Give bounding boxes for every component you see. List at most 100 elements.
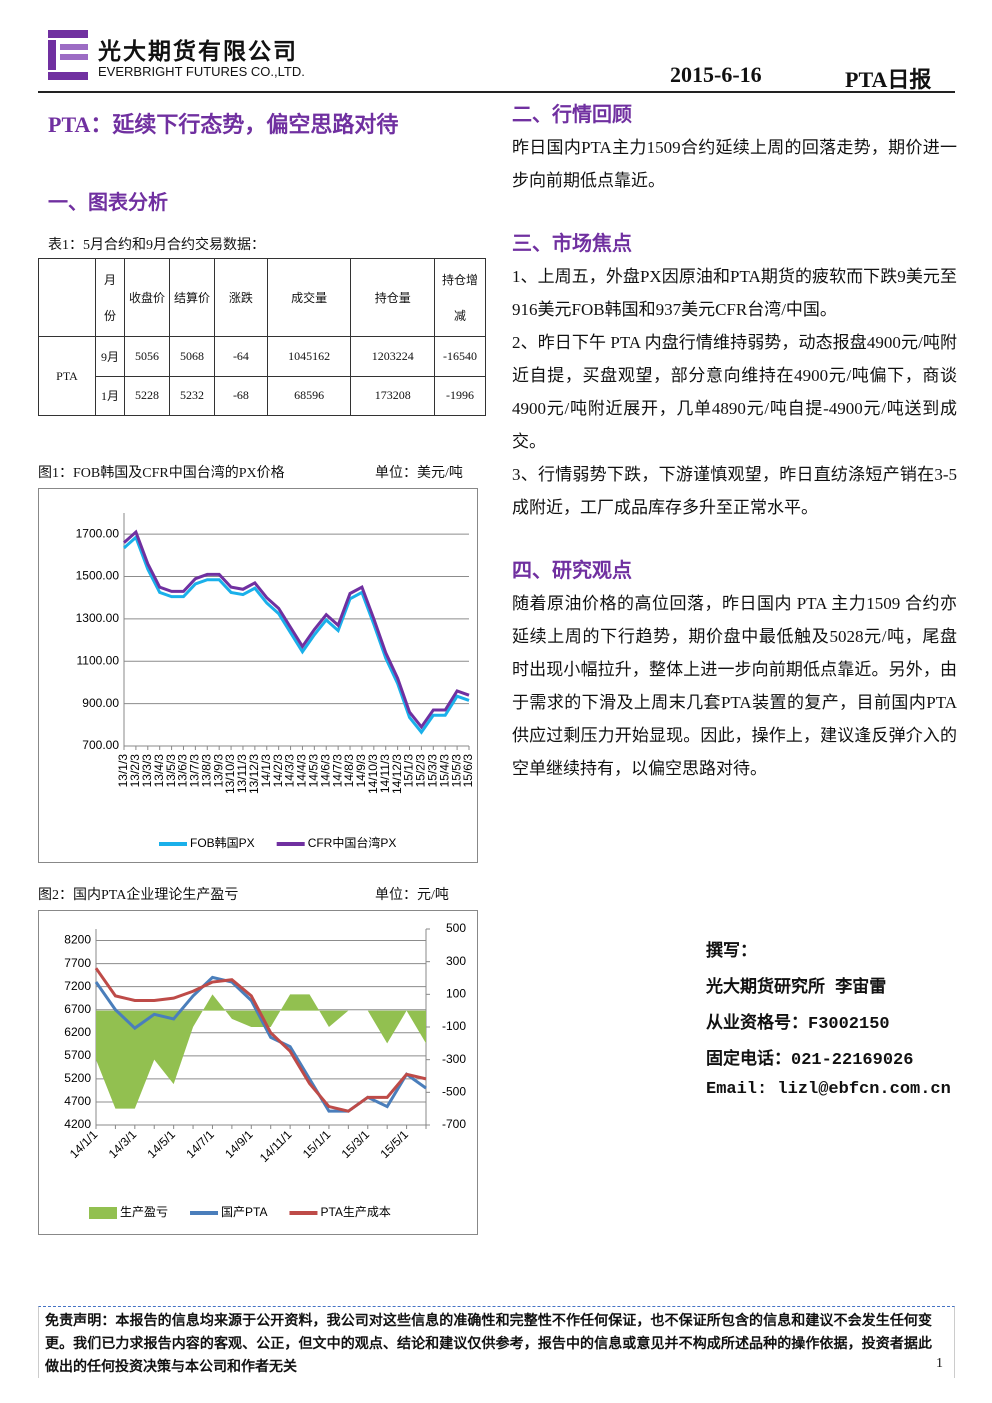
author-label: 撰写： xyxy=(706,943,757,962)
y-tick-label: 6700 xyxy=(64,1002,91,1016)
x-tick-label: 13/2/3 xyxy=(128,754,142,788)
y2-tick-label: -100 xyxy=(442,1019,466,1033)
x-tick-label: 14/10/3 xyxy=(366,754,380,794)
y-tick-label: 700.00 xyxy=(82,738,119,752)
table-cell: 1203224 xyxy=(350,336,435,377)
table-cell: 5232 xyxy=(169,375,215,416)
report-date: 2015-6-16 xyxy=(670,62,762,87)
chart-title: 图2：国内PTA企业理论生产盈亏 xyxy=(38,888,239,903)
data-table: 月份 收盘价 结算价 涨跌 成交量 持仓量 持仓增减 PTA 9月 5056 5… xyxy=(38,258,486,416)
y-tick-label: 5200 xyxy=(64,1071,91,1085)
author-email: Email: lizl@ebfcn.com.cn xyxy=(706,1080,951,1099)
section-title: 四、研究观点 xyxy=(512,560,632,582)
line xyxy=(94,975,427,1113)
chart: 4200 4700 5200 5700 6200 6700 7200 7700 8200 -700… xyxy=(38,910,478,1235)
x-tick-label: 14/1/1 xyxy=(67,1127,101,1161)
legend-label: 国产PTA xyxy=(221,1205,267,1219)
x-tick-label: 15/6/3 xyxy=(461,754,475,788)
x-tick-label: 15/4/3 xyxy=(437,754,451,788)
x-tick-label: 15/1/3 xyxy=(402,754,416,788)
x-tick-label: 14/1/3 xyxy=(259,754,273,788)
y-tick-label: 7200 xyxy=(64,979,91,993)
x-tick-label: 13/6/3 xyxy=(176,754,190,788)
table-caption: 表1：5月合约和9月合约交易数据： xyxy=(48,238,265,253)
x-tick-label: 14/5/1 xyxy=(145,1127,179,1161)
x-tick-label: 15/5/3 xyxy=(449,754,463,788)
author-phone: 固定电话：021-22169026 xyxy=(706,1051,914,1070)
chart-title: 图1：FOB韩国及CFR中国台湾的PX价格 xyxy=(38,466,285,481)
y2-tick-label: -700 xyxy=(442,1117,466,1131)
x-tick-label: 14/2/3 xyxy=(271,754,285,788)
table-cell: 1月 xyxy=(95,375,125,416)
table-cell: 68596 xyxy=(266,375,352,416)
author-block: 撰写： 光大期货研究所 李宙雷 从业资格号：F3002150 固定电话：021-… xyxy=(706,936,951,1116)
legend-label: PTA生产成本 xyxy=(320,1205,390,1219)
x-tick-label: 14/8/3 xyxy=(342,754,356,788)
disclaimer: 免责声明：本报告的信息均来源于公开资料，我公司对这些信息的准确性和完整性不作任何… xyxy=(38,1306,955,1378)
x-tick-label: 14/6/3 xyxy=(318,754,332,788)
y-tick-label: 6200 xyxy=(64,1025,91,1039)
x-tick-label: 13/8/3 xyxy=(199,754,213,788)
table-product: PTA xyxy=(38,336,96,416)
table-cell: -16540 xyxy=(434,336,486,377)
x-tick-label: 14/4/3 xyxy=(295,754,309,788)
x-tick-label: 14/11/3 xyxy=(378,754,392,793)
table-cell: 1045162 xyxy=(266,336,352,377)
x-tick-label: 13/1/3 xyxy=(116,754,130,788)
author-license: 从业资格号：F3002150 xyxy=(706,1015,890,1034)
x-tick-label: 15/3/1 xyxy=(339,1127,373,1161)
x-tick-label: 15/5/1 xyxy=(377,1127,411,1161)
y2-tick-label: 500 xyxy=(446,921,466,935)
page-number: 1 xyxy=(936,1356,943,1371)
table-cell: 5068 xyxy=(169,336,215,377)
company-cn: 光大期货有限公司 xyxy=(98,39,298,64)
x-tick-label: 14/9/1 xyxy=(222,1127,256,1161)
table-cell: -1996 xyxy=(434,375,486,416)
x-tick-label: 13/10/3 xyxy=(223,754,237,794)
legend-label: FOB韩国PX xyxy=(190,835,255,850)
y2-tick-label: -300 xyxy=(442,1052,466,1066)
x-tick-label: 14/5/3 xyxy=(307,754,321,788)
table-header: 收盘价 xyxy=(124,258,170,337)
paragraph: 2、昨日下午 PTA 内盘行情维持弱势，动态报盘4900元/吨附近自提，买盘观望… xyxy=(512,333,957,451)
x-tick-label: 14/11/1 xyxy=(257,1127,295,1165)
x-tick-label: 14/7/3 xyxy=(330,754,344,788)
table-header: 持仓增减 xyxy=(434,258,486,337)
y-tick-label: 1300.00 xyxy=(76,611,120,625)
company-en: EVERBRIGHT FUTURES CO.,LTD. xyxy=(98,64,305,79)
y2-tick-label: -500 xyxy=(442,1085,466,1099)
line xyxy=(123,534,470,735)
y-tick-label: 1100.00 xyxy=(77,653,120,667)
legend-label: 生产盈亏 xyxy=(120,1205,168,1219)
x-tick-label: 13/4/3 xyxy=(152,754,166,788)
table-header: 涨跌 xyxy=(214,258,268,337)
x-tick-label: 13/3/3 xyxy=(140,754,154,788)
y-tick-label: 4200 xyxy=(64,1117,91,1131)
right-column: 二、行情回顾 昨日国内PTA主力1509合约延续上周的回落走势，期价进一步向前期低… xyxy=(512,98,957,785)
x-tick-label: 13/9/3 xyxy=(211,754,225,788)
y-tick-label: 1700.00 xyxy=(76,526,120,540)
y-tick-label: 4700 xyxy=(64,1094,91,1108)
y-tick-label: 5700 xyxy=(64,1048,91,1062)
line xyxy=(123,529,470,730)
chart-unit: 单位：元/吨 xyxy=(375,888,449,903)
y-tick-label: 7700 xyxy=(64,956,91,970)
table-cell: -64 xyxy=(214,336,268,377)
x-tick-label: 14/12/3 xyxy=(390,754,404,794)
table-header: 成交量 xyxy=(266,258,352,337)
table-header: 结算价 xyxy=(169,258,215,337)
table-cell: 5056 xyxy=(124,336,170,377)
x-tick-label: 15/1/1 xyxy=(300,1127,334,1161)
x-tick-label: 14/3/1 xyxy=(106,1127,140,1161)
table-cell: 9月 xyxy=(95,336,125,377)
y-tick-label: 1500.00 xyxy=(76,569,120,583)
x-tick-label: 13/5/3 xyxy=(164,754,178,788)
headline: PTA：延续下行态势，偏空思路对待 xyxy=(48,112,399,137)
table-header: 持仓量 xyxy=(350,258,435,337)
y-tick-label: 900.00 xyxy=(82,696,119,710)
y2-tick-label: 300 xyxy=(446,954,466,968)
legend-swatch xyxy=(89,1207,117,1219)
y-tick-label: 8200 xyxy=(64,933,91,947)
x-tick-label: 13/12/3 xyxy=(247,754,261,794)
